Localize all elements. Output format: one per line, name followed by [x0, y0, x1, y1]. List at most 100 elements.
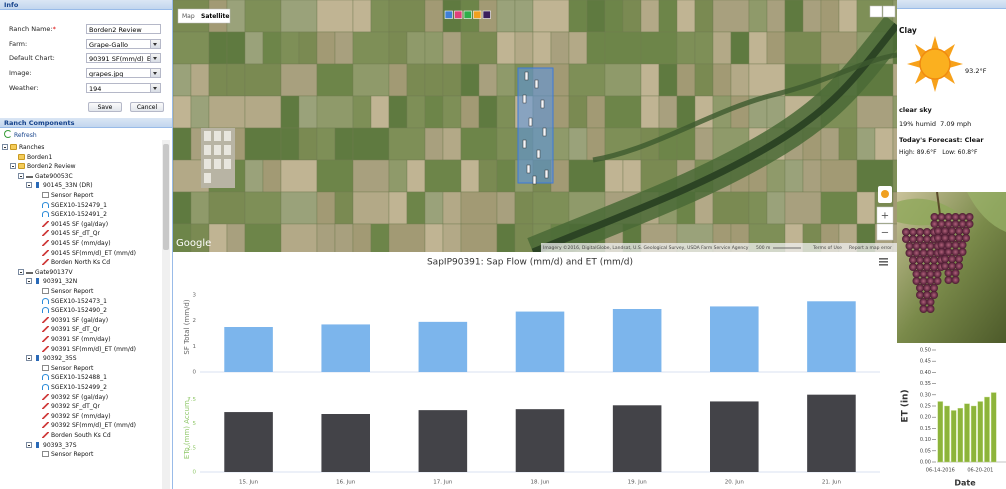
map-link[interactable]: Terms of Use — [812, 245, 842, 251]
tree-node[interactable]: 90145 SF(mm/d)_ET (mm/d) — [34, 249, 158, 258]
select[interactable]: 194 — [86, 82, 161, 93]
tree-node[interactable]: Borden2 Review — [10, 162, 158, 171]
gate-icon — [26, 172, 33, 179]
expander[interactable] — [26, 441, 32, 448]
zoom-button[interactable] — [876, 223, 894, 241]
grape — [909, 263, 917, 271]
grape — [923, 235, 931, 243]
map-tool[interactable] — [869, 5, 883, 18]
tree-node[interactable]: 90392 SF (mm/day) — [34, 412, 158, 421]
grape — [944, 213, 953, 221]
field — [892, 127, 897, 161]
expander[interactable] — [26, 278, 32, 285]
map-link[interactable]: Report a map error — [849, 245, 892, 251]
tree-node[interactable]: SGEX10-152490_2 — [34, 306, 158, 315]
tree-node[interactable]: SGEX10-152473_1 — [34, 297, 158, 306]
sensor-marker[interactable] — [544, 169, 549, 179]
tree-node[interactable]: Sensor Report — [34, 450, 158, 459]
layer-swatch[interactable] — [473, 10, 482, 19]
tree-node[interactable]: 90392 SF_dT_Qr — [34, 402, 158, 411]
refresh-button[interactable]: Refresh — [4, 130, 37, 140]
tree-node[interactable]: 90392_35S — [26, 354, 158, 363]
sensor-marker[interactable] — [540, 99, 545, 109]
tree-node[interactable]: Ranches — [2, 143, 158, 152]
layer-swatch[interactable] — [454, 10, 463, 19]
sensor-marker[interactable] — [542, 127, 547, 137]
field-value: Grape-Gallo — [89, 40, 129, 49]
field — [316, 191, 336, 225]
tree-node[interactable]: 90145 SF (gal/day) — [34, 220, 158, 229]
map-tool[interactable] — [882, 5, 896, 18]
tree-node[interactable]: Gate90053C — [18, 172, 158, 181]
tree-node[interactable]: SGEX10-152479_1 — [34, 201, 158, 210]
menu-icon[interactable] — [879, 261, 888, 263]
select[interactable]: grapes.jpg — [86, 68, 161, 79]
building — [204, 173, 211, 183]
field — [640, 0, 660, 33]
sensor-marker[interactable] — [524, 71, 529, 81]
text-input[interactable]: Borden2 Review — [86, 24, 161, 34]
sensor-marker[interactable] — [536, 149, 541, 159]
tree-node[interactable]: 90145 SF_dT_Qr — [34, 229, 158, 238]
expander[interactable] — [26, 182, 32, 189]
tree-node[interactable]: 90391 SF_dT_Qr — [34, 325, 158, 334]
tree-node[interactable]: Sensor Report — [34, 287, 158, 296]
tree-node[interactable]: 90393_37S — [26, 441, 158, 450]
menu-icon[interactable] — [879, 258, 888, 260]
tree-node[interactable]: Sensor Report — [34, 191, 158, 200]
tree-node[interactable]: 90145 SF (mm/day) — [34, 239, 158, 248]
layer-swatch[interactable] — [444, 10, 453, 19]
tree-node[interactable]: 90392 SF(mm/d)_ET (mm/d) — [34, 421, 158, 430]
sensor-marker[interactable] — [526, 164, 531, 174]
tree-node[interactable]: 90392 SF (gal/day) — [34, 393, 158, 402]
field — [532, 0, 570, 33]
chart-icon — [42, 220, 49, 227]
tree-node[interactable]: Sensor Report — [34, 364, 158, 373]
sensor-marker[interactable] — [534, 79, 539, 89]
tree-node[interactable]: 90391 SF (mm/day) — [34, 335, 158, 344]
button[interactable]: Cancel — [130, 102, 164, 112]
grape — [941, 262, 949, 270]
tree-node[interactable]: SGEX10-152491_2 — [34, 210, 158, 219]
grape — [951, 276, 960, 284]
tree-node[interactable]: Gate90137V — [18, 268, 158, 277]
tree-node[interactable]: Borden North Ks Cd — [34, 258, 158, 267]
grape — [962, 227, 970, 235]
tree-node[interactable]: SGEX10-152499_2 — [34, 383, 158, 392]
zoom-button[interactable] — [876, 206, 894, 224]
tree-node[interactable]: 90391_32N — [26, 277, 158, 286]
expander[interactable] — [18, 172, 24, 179]
expander[interactable] — [18, 268, 24, 275]
select[interactable]: 90391 SF(mm/d)_ET (mm/d — [86, 53, 161, 64]
select[interactable]: Grape-Gallo — [86, 38, 161, 49]
scrollbar-thumb[interactable] — [163, 144, 169, 250]
expander[interactable] — [2, 144, 8, 150]
bar — [224, 327, 273, 372]
layer-swatch[interactable] — [482, 10, 491, 19]
field — [208, 191, 246, 225]
sensor-marker[interactable] — [532, 175, 537, 185]
sensor-marker[interactable] — [522, 94, 527, 104]
satellite-map[interactable]: Map Satellite Google Imagery ©2016, Digital… — [173, 0, 897, 252]
grape — [944, 248, 953, 256]
expander[interactable] — [26, 355, 32, 362]
tree-node[interactable]: Borden1 — [10, 153, 158, 162]
tree-node[interactable]: Borden South Ks Cd — [34, 431, 158, 440]
button[interactable]: Save — [88, 102, 122, 112]
node-label: 90391 SF (mm/day) — [51, 336, 111, 343]
sensor-marker[interactable] — [528, 117, 533, 127]
field — [622, 0, 642, 33]
map-type-button[interactable]: Map — [182, 13, 195, 20]
tree-node[interactable]: 90391 SF(mm/d)_ET (mm/d) — [34, 345, 158, 354]
expander[interactable] — [10, 163, 16, 170]
field — [658, 95, 678, 129]
map-type-button[interactable]: Satellite — [201, 13, 229, 20]
layer-swatch[interactable] — [463, 10, 472, 19]
pegman-figure[interactable] — [881, 190, 889, 198]
menu-icon[interactable] — [879, 264, 888, 266]
tree-node[interactable]: SGEX10-152488_1 — [34, 373, 158, 382]
sensor-marker[interactable] — [522, 139, 527, 149]
tree-node[interactable]: 90391 SF (gal/day) — [34, 316, 158, 325]
tree-node[interactable]: 90145_33N (DR) — [26, 181, 158, 190]
